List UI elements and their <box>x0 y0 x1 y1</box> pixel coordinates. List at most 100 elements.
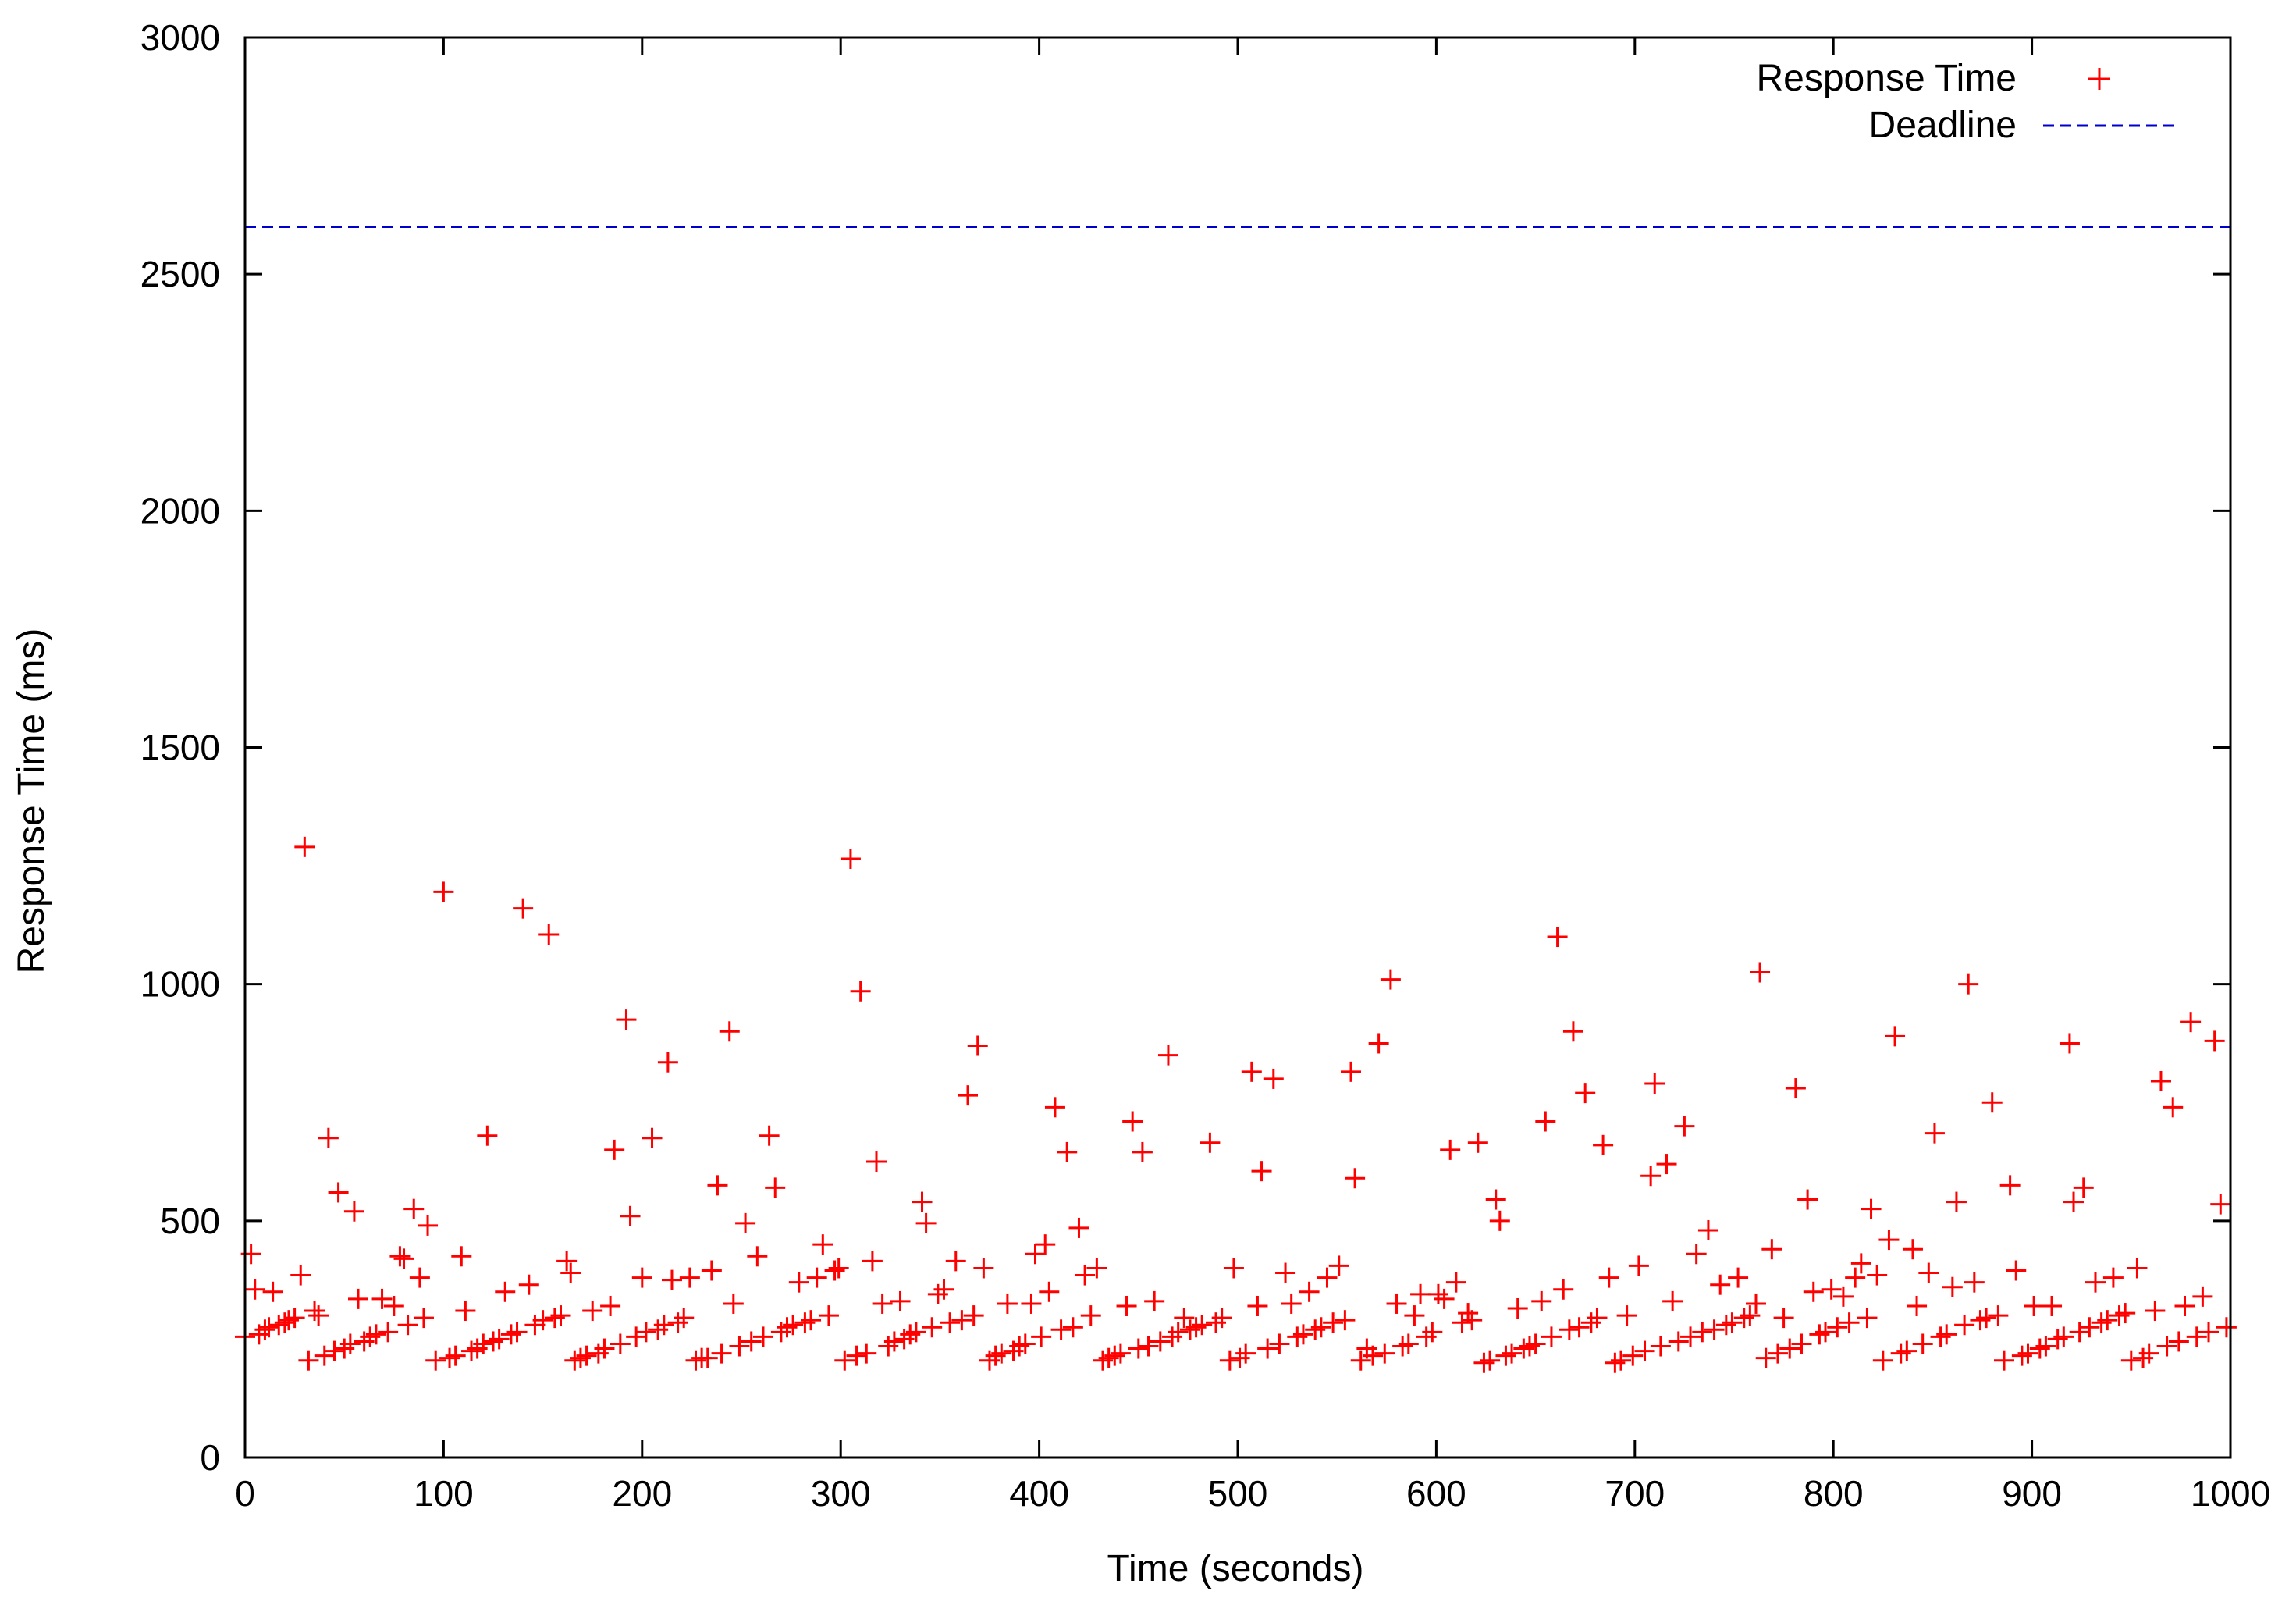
data-point <box>2127 1258 2148 1279</box>
data-point <box>788 1272 809 1293</box>
data-point <box>1039 1281 1060 1302</box>
data-point <box>2017 1343 2038 1364</box>
data-point <box>2079 1317 2100 1338</box>
x-tick-label: 400 <box>1009 1473 1069 1514</box>
data-point <box>348 1288 369 1309</box>
data-point <box>905 1322 926 1343</box>
data-point <box>1275 1262 1296 1283</box>
data-point <box>711 1343 732 1364</box>
data-point <box>550 1305 571 1326</box>
data-point <box>1525 1333 1546 1354</box>
data-point <box>890 1290 911 1311</box>
data-point <box>1942 1276 1963 1297</box>
data-point <box>403 1198 425 1219</box>
y-tick-label: 0 <box>200 1437 220 1478</box>
data-point <box>284 1308 305 1329</box>
data-point <box>1662 1290 1683 1311</box>
data-point <box>2180 1012 2202 1033</box>
data-point <box>433 881 454 902</box>
data-point <box>1936 1324 1957 1345</box>
data-point <box>2210 1194 2231 1215</box>
data-point <box>1628 1255 1649 1276</box>
data-point <box>1168 1322 1189 1343</box>
data-point <box>2174 1295 2195 1316</box>
data-point <box>1902 1239 1923 1260</box>
data-point <box>600 1295 621 1316</box>
data-point <box>747 1246 768 1267</box>
data-point <box>915 1212 937 1233</box>
data-point <box>2059 1033 2080 1054</box>
data-point <box>1480 1350 1501 1371</box>
data-point <box>1644 1073 1665 1094</box>
data-point <box>1251 1161 1272 1182</box>
data-point <box>473 1333 494 1354</box>
data-point <box>846 1345 867 1366</box>
data-point <box>1410 1283 1431 1304</box>
data-point <box>1263 1068 1284 1089</box>
data-point <box>2042 1295 2063 1316</box>
data-point <box>2069 1322 2090 1343</box>
x-tick-label: 700 <box>1605 1473 1665 1514</box>
data-point <box>783 1315 804 1336</box>
data-point <box>1057 1141 1078 1162</box>
data-point <box>1964 1272 1985 1293</box>
data-point <box>413 1308 434 1329</box>
data-point <box>1569 1317 1590 1338</box>
data-point <box>2150 1070 2171 1091</box>
data-point <box>1485 1189 1506 1210</box>
data-point <box>1445 1272 1466 1293</box>
data-point <box>1761 1239 1782 1260</box>
data-point <box>532 1310 553 1331</box>
data-point <box>2163 1097 2184 1118</box>
x-tick-label: 500 <box>1208 1473 1268 1514</box>
data-point <box>2102 1267 2124 1288</box>
data-point <box>741 1331 762 1352</box>
data-point <box>2024 1295 2045 1316</box>
y-tick-label: 2000 <box>140 490 220 531</box>
data-point <box>1857 1308 1878 1329</box>
data-point <box>1773 1308 1794 1329</box>
data-point <box>1656 1154 1677 1175</box>
data-point <box>967 1035 988 1056</box>
data-point <box>1269 1333 1290 1354</box>
data-point <box>477 1125 498 1146</box>
data-point <box>1374 1343 1395 1364</box>
data-point <box>1740 1305 1761 1326</box>
data-point <box>653 1315 674 1336</box>
axes-layer: 0 100 200 300 400 500 600 700 800 900 1000 0 500 1000… <box>140 17 2271 1514</box>
data-point <box>524 1315 546 1336</box>
data-point <box>1380 969 1401 990</box>
data-point <box>1350 1350 1371 1371</box>
data-point <box>1803 1281 1824 1302</box>
data-point <box>1323 1312 1344 1333</box>
data-point <box>1328 1255 1349 1276</box>
data-point <box>1954 1315 1975 1336</box>
data-point <box>1791 1333 1812 1354</box>
data-point <box>304 1301 325 1322</box>
x-tick-label: 800 <box>1804 1473 1864 1514</box>
data-point <box>2063 1191 2085 1212</box>
data-point <box>1616 1305 1637 1326</box>
data-point <box>2156 1336 2177 1357</box>
x-tick-label: 200 <box>612 1473 672 1514</box>
data-point <box>324 1340 345 1361</box>
data-point <box>951 1310 972 1331</box>
data-point <box>1299 1281 1320 1302</box>
data-point <box>1885 1026 1906 1047</box>
data-point <box>850 981 871 1002</box>
data-point <box>308 1305 329 1326</box>
data-point <box>425 1350 446 1371</box>
data-point <box>729 1336 750 1357</box>
data-point <box>1462 1310 1483 1331</box>
data-point <box>1845 1267 1866 1288</box>
data-point <box>1086 1258 1107 1279</box>
data-point <box>1946 1191 1967 1212</box>
x-tick-label: 900 <box>2002 1473 2062 1514</box>
data-point <box>1257 1338 1278 1359</box>
data-point <box>912 1191 933 1212</box>
data-point <box>697 1347 718 1368</box>
x-tick-label: 0 <box>235 1473 255 1514</box>
data-point <box>1750 962 1771 983</box>
data-point <box>371 1288 393 1309</box>
data-point <box>1080 1305 1101 1326</box>
